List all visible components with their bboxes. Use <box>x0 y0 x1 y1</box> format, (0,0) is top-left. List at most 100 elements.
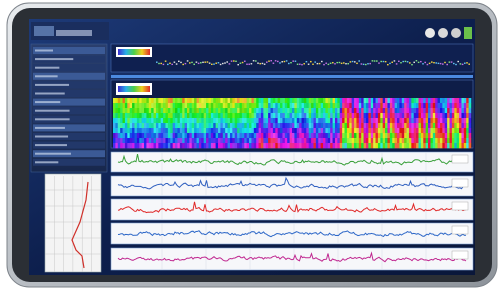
spectrogram-cell <box>271 133 274 138</box>
spectrogram-cell <box>137 103 140 108</box>
spectrogram-cell <box>158 143 161 148</box>
spectrogram-cell <box>115 98 118 103</box>
spectrogram-cell <box>366 98 369 103</box>
overview-tick <box>211 64 213 65</box>
spectrogram-cell <box>142 98 145 103</box>
spectrogram-cell <box>285 133 288 138</box>
strip-legend <box>452 251 468 259</box>
spectrogram-cell <box>311 128 314 133</box>
spectrogram-cell <box>371 123 374 128</box>
spectrogram-cell <box>438 138 441 143</box>
tool-icon[interactable] <box>451 28 461 38</box>
spectrogram-cell <box>395 108 398 113</box>
spectrogram-cell <box>230 123 233 128</box>
spectrogram-cell <box>333 123 336 128</box>
overview-tick <box>378 62 380 63</box>
spectrogram-cell <box>399 123 402 128</box>
spectrogram-cell <box>127 133 130 138</box>
spectrogram-cell <box>228 128 231 133</box>
tool-icon[interactable] <box>425 28 435 38</box>
spectrogram-cell <box>416 138 419 143</box>
overview-tick <box>215 63 217 64</box>
spectrogram-cell <box>378 118 381 123</box>
spectrogram-cell <box>447 113 450 118</box>
spectrogram-cell <box>395 133 398 138</box>
spectrogram-cell <box>404 108 407 113</box>
spectrogram-cell <box>239 123 242 128</box>
spectrogram-cell <box>154 143 157 148</box>
spectrogram-cell <box>373 103 376 108</box>
spectrogram-cell <box>423 128 426 133</box>
spectrogram-cell <box>120 143 123 148</box>
spectrogram-cell <box>399 138 402 143</box>
spectrogram-cell <box>426 98 429 103</box>
spectrogram-cell <box>185 113 188 118</box>
panel-row-text <box>35 67 59 69</box>
spectrogram-cell <box>294 118 297 123</box>
spectrogram-cell <box>385 128 388 133</box>
spectrogram-cell <box>459 108 462 113</box>
spectrogram-cell <box>158 133 161 138</box>
spectrogram-cell <box>354 98 357 103</box>
spectrogram-cell <box>161 128 164 133</box>
spectrogram-cell <box>352 98 355 103</box>
spectrogram-cell <box>428 103 431 108</box>
spectrogram-cell <box>361 108 364 113</box>
spectrogram-cell <box>244 103 247 108</box>
spectrogram-cell <box>197 113 200 118</box>
spectrogram-cell <box>430 123 433 128</box>
spectrogram-cell <box>368 138 371 143</box>
overview-tick <box>460 63 462 64</box>
spectrogram-cell <box>163 133 166 138</box>
spectrogram-cell <box>383 133 386 138</box>
spectrogram-cell <box>459 123 462 128</box>
spectrogram-cell <box>156 98 159 103</box>
overview-tick <box>341 63 343 64</box>
spectrogram-cell <box>223 138 226 143</box>
spectrogram-cell <box>211 143 214 148</box>
spectrogram-cell <box>445 118 448 123</box>
spectrogram-cell <box>182 143 185 148</box>
spectrogram-cell <box>204 123 207 128</box>
spectrogram-cell <box>118 118 121 123</box>
spectrogram-cell <box>161 103 164 108</box>
spectrogram-cell <box>445 128 448 133</box>
spectrogram-cell <box>125 98 128 103</box>
tool-icon[interactable] <box>438 28 448 38</box>
spectrogram-cell <box>387 108 390 113</box>
overview-tick <box>292 60 294 61</box>
spectrogram-cell <box>204 138 207 143</box>
spectrogram-cell <box>321 113 324 118</box>
spectrogram-cell <box>223 133 226 138</box>
spectrogram-cell <box>309 98 312 103</box>
spectrogram-cell <box>256 98 259 103</box>
spectrogram-cell <box>237 123 240 128</box>
spectrogram-cell <box>137 143 140 148</box>
spectrogram-cell <box>333 118 336 123</box>
colorbar <box>118 49 150 55</box>
spectrogram-cell <box>292 108 295 113</box>
overview-tick <box>400 62 402 63</box>
spectrogram-cell <box>239 138 242 143</box>
spectrogram-cell <box>163 138 166 143</box>
tool-icon[interactable] <box>464 27 472 39</box>
spectrogram-cell <box>187 118 190 123</box>
spectrogram-cell <box>418 98 421 103</box>
spectrogram-cell <box>399 143 402 148</box>
spectrogram-cell <box>280 123 283 128</box>
spectrogram-cell <box>335 103 338 108</box>
spectrogram-cell <box>204 118 207 123</box>
spectrogram-cell <box>430 128 433 133</box>
spectrogram-cell <box>387 138 390 143</box>
spectrogram-cell <box>356 128 359 133</box>
spectrogram-cell <box>194 138 197 143</box>
spectrogram-cell <box>459 143 462 148</box>
spectrogram-cell <box>442 128 445 133</box>
spectrogram-cell <box>158 98 161 103</box>
spectrogram-cell <box>447 138 450 143</box>
spectrogram-cell <box>385 138 388 143</box>
colorbar <box>118 86 150 92</box>
spectrogram-cell <box>220 98 223 103</box>
spectrogram-cell <box>438 143 441 148</box>
spectrogram-cell <box>452 133 455 138</box>
